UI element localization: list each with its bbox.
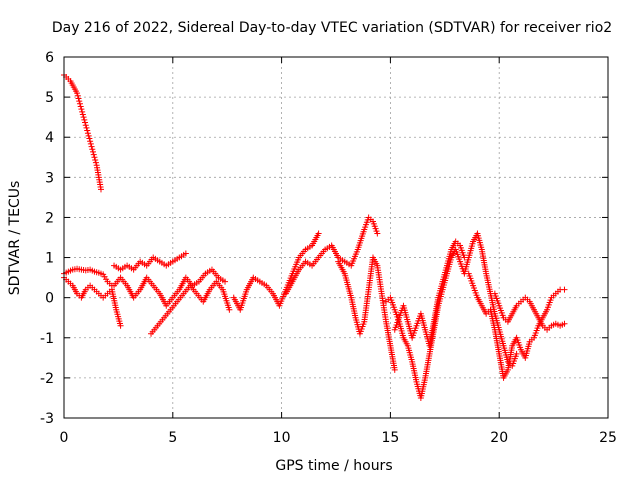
data-point-marker (561, 286, 568, 293)
data-point-marker (90, 151, 97, 158)
data-point-marker (74, 92, 81, 99)
data-point-marker (89, 146, 96, 153)
x-tick-label: 10 (273, 430, 291, 446)
data-layer (61, 72, 568, 401)
chart-title: Day 216 of 2022, Sidereal Day-to-day VTE… (52, 20, 612, 36)
data-point-marker (81, 116, 88, 123)
axes-layer: 0 5 10 15 20 25 -3 -2 -1 0 1 2 3 4 5 6 (40, 50, 617, 446)
data-point-marker (561, 320, 568, 327)
data-point-marker (87, 138, 94, 145)
data-point-marker (79, 108, 86, 115)
data-point-marker (91, 154, 98, 161)
data-point-marker (84, 130, 91, 137)
x-tick-label: 20 (490, 430, 508, 446)
grid-layer (64, 57, 608, 418)
series-track-l (491, 290, 568, 333)
data-point-marker (80, 114, 87, 121)
series-drop (61, 72, 104, 193)
data-point-marker (86, 135, 93, 142)
series-track-a (61, 265, 115, 289)
y-tick-label: -3 (40, 411, 54, 427)
x-axis-label: GPS time / hours (275, 458, 392, 474)
x-tick-label: 15 (381, 430, 399, 446)
data-point-marker (79, 111, 86, 118)
data-point-marker (315, 230, 322, 237)
data-point-marker (461, 254, 468, 261)
data-point-marker (222, 278, 229, 285)
y-tick-label: 3 (45, 170, 54, 186)
data-point-marker (87, 140, 94, 147)
data-point-marker (78, 106, 85, 113)
data-point-marker (83, 124, 90, 131)
y-tick-label: 6 (45, 50, 54, 66)
data-point-marker (97, 186, 104, 193)
y-tick-label: -1 (40, 331, 54, 347)
plot-frame (63, 56, 609, 419)
data-point-marker (90, 148, 97, 155)
x-tick-label: 0 (60, 430, 69, 446)
series-track-g (282, 214, 381, 297)
data-point-marker (92, 159, 99, 166)
data-point-marker (117, 322, 124, 329)
y-tick-label: -2 (40, 371, 54, 387)
series-track-d (111, 266, 229, 309)
data-point-marker (391, 366, 398, 373)
data-point-marker (77, 103, 84, 110)
y-tick-label: 1 (45, 251, 54, 267)
data-point-marker (92, 156, 99, 163)
data-point-marker (82, 122, 89, 129)
series-track-f (230, 230, 322, 313)
series-track-e (148, 278, 233, 337)
y-tick-label: 4 (45, 130, 54, 146)
series-track-c (111, 250, 189, 273)
data-point-marker (88, 143, 95, 150)
series-track-j (391, 238, 468, 349)
data-point-marker (513, 350, 520, 357)
data-point-marker (84, 127, 91, 134)
data-point-marker (76, 100, 83, 107)
data-point-marker (76, 98, 83, 105)
y-tick-label: 5 (45, 90, 54, 106)
data-point-marker (182, 250, 189, 257)
series-track-h (335, 254, 398, 373)
data-point-marker (82, 119, 89, 126)
y-axis-label: SDTVAR / TECUs (7, 181, 23, 296)
data-point-marker (374, 230, 381, 237)
data-point-marker (74, 90, 81, 97)
data-point-marker (85, 132, 92, 139)
data-point-marker (226, 306, 233, 313)
series-track-k (465, 270, 568, 381)
y-tick-label: 0 (45, 291, 54, 307)
y-tick-label: 2 (45, 210, 54, 226)
data-point-marker (75, 95, 82, 102)
x-tick-label: 5 (168, 430, 177, 446)
x-tick-label: 25 (599, 430, 617, 446)
